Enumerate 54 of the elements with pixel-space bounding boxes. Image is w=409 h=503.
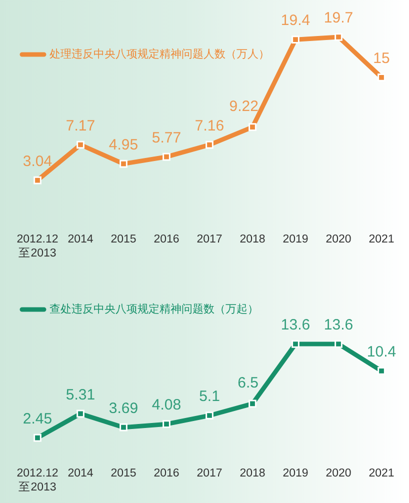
data-label: 4.95 — [108, 136, 138, 154]
data-label: 13.6 — [280, 316, 310, 334]
x-tick-label: 2020 — [326, 467, 352, 480]
data-label: 10.4 — [366, 344, 396, 361]
point — [34, 434, 42, 442]
point — [76, 410, 84, 418]
point — [162, 152, 170, 161]
point — [120, 160, 128, 168]
point — [248, 400, 256, 408]
data-label: 6.5 — [238, 374, 258, 392]
x-tick-label: 2016 — [154, 233, 180, 246]
point — [120, 423, 128, 432]
data-label: 3.69 — [108, 400, 138, 417]
data-label: 5.1 — [199, 388, 220, 406]
point — [162, 420, 170, 428]
point — [334, 33, 342, 41]
data-label: 3.04 — [22, 152, 52, 170]
data-label: 7.16 — [194, 117, 224, 134]
x-tick-label: 2015 — [110, 233, 136, 246]
x-tick-label: 2014 — [68, 233, 94, 246]
x-tick-label: 2012.12 至2013 — [16, 467, 58, 494]
x-tick-label: 2017 — [196, 233, 222, 246]
data-label: 9.22 — [229, 98, 258, 115]
data-label: 19.4 — [280, 12, 310, 30]
data-label: 5.31 — [66, 386, 96, 404]
x-tick-label: 2017 — [196, 467, 222, 480]
x-tick-label: 2019 — [282, 233, 308, 246]
point — [292, 36, 300, 44]
data-label: 7.17 — [66, 117, 96, 134]
data-label: 5.77 — [152, 129, 182, 146]
point — [334, 340, 342, 348]
x-tick-label: 2021 — [368, 233, 394, 246]
data-label: 15 — [373, 50, 390, 68]
data-label: 13.6 — [324, 316, 354, 334]
x-tick-label: 2019 — [282, 467, 308, 480]
point — [76, 140, 84, 149]
point — [248, 123, 256, 132]
point — [206, 140, 214, 149]
x-tick-label: 2015 — [110, 467, 136, 480]
x-tick-label: 2016 — [154, 467, 180, 480]
data-label: 2.45 — [22, 410, 52, 428]
x-tick-label: 2014 — [68, 467, 94, 480]
x-tick-label: 2020 — [326, 233, 352, 246]
x-tick-label: 2018 — [240, 467, 266, 480]
data-label: 19.7 — [324, 10, 354, 27]
x-tick-label: 2018 — [240, 233, 266, 246]
point — [34, 176, 42, 184]
x-tick-label: 2012.12 至2013 — [16, 233, 58, 260]
point — [206, 412, 214, 420]
legend-label: 处理违反中央八项规定精神问题人数（万人） — [50, 48, 270, 61]
data-label: 4.08 — [152, 396, 182, 414]
x-tick-label: 2021 — [368, 467, 394, 480]
point — [292, 340, 300, 348]
legend-label: 查处违反中央八项规定精神问题数（万起） — [50, 302, 258, 316]
